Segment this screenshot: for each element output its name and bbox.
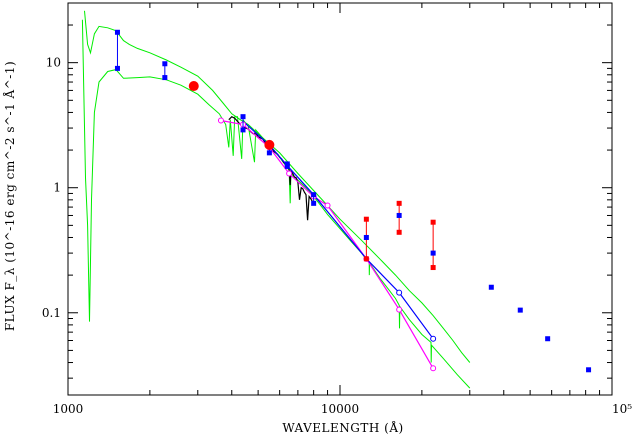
- red-square-point: [363, 256, 369, 262]
- blue-square-point: [363, 234, 369, 240]
- magenta-fit-point: [324, 202, 331, 209]
- blue-square-point: [311, 192, 317, 198]
- magenta-fit-line: [220, 119, 434, 369]
- red-square-point: [430, 265, 436, 271]
- blue-square-point: [162, 61, 168, 67]
- blue-square-point: [396, 212, 402, 218]
- blue-square-point: [517, 307, 523, 313]
- red-square-point: [430, 219, 436, 225]
- blue-square-point: [586, 367, 592, 373]
- plot-frame: [67, 2, 613, 396]
- x-tick-label: 10⁵: [612, 402, 632, 416]
- red-circle-point: [188, 81, 199, 92]
- plot-clip-group: [81, 10, 592, 389]
- y-tick-label: 10: [46, 56, 61, 70]
- x-tick-label: 1000: [53, 402, 84, 416]
- blue-square-point: [266, 150, 272, 156]
- red-square-point: [363, 216, 369, 222]
- blue-square-point: [240, 114, 246, 120]
- magenta-fit-point: [286, 170, 293, 177]
- blue-square-point: [430, 250, 436, 256]
- magenta-fit-point: [430, 365, 437, 372]
- blue-square-point: [545, 336, 551, 342]
- y-tick-label: 0.1: [42, 306, 61, 320]
- magenta-fit-point: [217, 117, 224, 124]
- y-tick-label: 1: [53, 181, 61, 195]
- blue-square-point: [114, 65, 120, 71]
- x-tick-label: 10000: [321, 402, 359, 416]
- y-axis-title: FLUX F_λ (10^-16 erg cm^-2 s^-1 Å^-1): [2, 61, 17, 331]
- blue-square-point: [240, 127, 246, 133]
- blue-fit-point: [430, 335, 437, 342]
- red-circle-point: [264, 139, 275, 150]
- blue-square-point: [284, 163, 290, 169]
- red-square-point: [396, 229, 402, 235]
- plot-layer: [81, 10, 592, 389]
- red-square-point: [396, 200, 402, 206]
- x-axis-title: WAVELENGTH (Å): [282, 420, 403, 435]
- blue-square-point: [488, 284, 494, 290]
- green-lower-model-line: [81, 19, 471, 389]
- blue-square-point: [311, 200, 317, 206]
- blue-fit-point: [396, 289, 403, 296]
- magenta-fit-point: [396, 306, 403, 313]
- blue-square-point: [284, 161, 290, 167]
- axes-layer: 1000 10000 10⁵ 0.1 1 10: [42, 2, 632, 416]
- blue-square-point: [162, 75, 168, 81]
- blue-square-point: [114, 29, 120, 35]
